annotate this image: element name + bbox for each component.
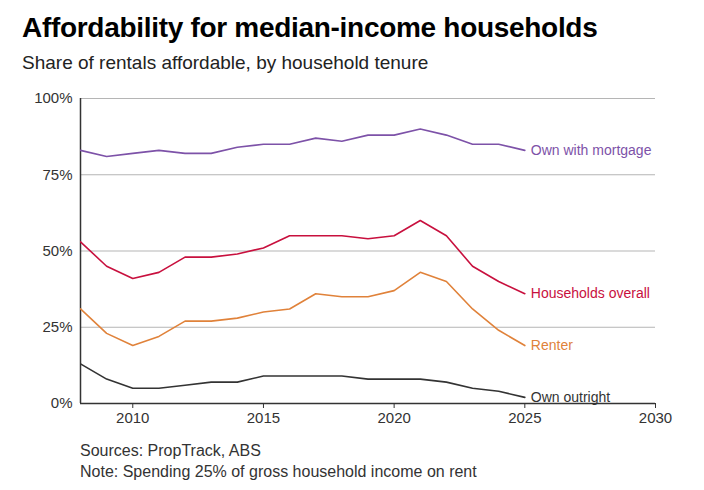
svg-text:Own outright: Own outright xyxy=(531,389,610,405)
svg-text:Households overall: Households overall xyxy=(531,285,650,301)
svg-text:2030: 2030 xyxy=(639,409,672,426)
html-text:Sources: PropTrack, ABS: Sources: PropTrack, ABS xyxy=(80,442,261,459)
html-text:Share of rentals affordable, b: Share of rentals affordable, by househol… xyxy=(22,52,429,73)
svg-text:0%: 0% xyxy=(51,394,73,411)
svg-text:50%: 50% xyxy=(42,242,72,259)
svg-text:25%: 25% xyxy=(42,318,72,335)
svg-text:Renter: Renter xyxy=(531,337,573,353)
svg-text:2015: 2015 xyxy=(247,409,280,426)
svg-text:75%: 75% xyxy=(42,166,72,183)
svg-text:2025: 2025 xyxy=(508,409,541,426)
svg-text:2020: 2020 xyxy=(377,409,410,426)
svg-text:Own with mortgage: Own with mortgage xyxy=(531,142,652,158)
html-text:Affordability for median-incom: Affordability for median-income househol… xyxy=(22,12,598,43)
svg-text:2010: 2010 xyxy=(116,409,149,426)
svg-text:100%: 100% xyxy=(34,89,72,106)
html-text:Note: Spending 25% of gross ho: Note: Spending 25% of gross household in… xyxy=(80,463,477,480)
